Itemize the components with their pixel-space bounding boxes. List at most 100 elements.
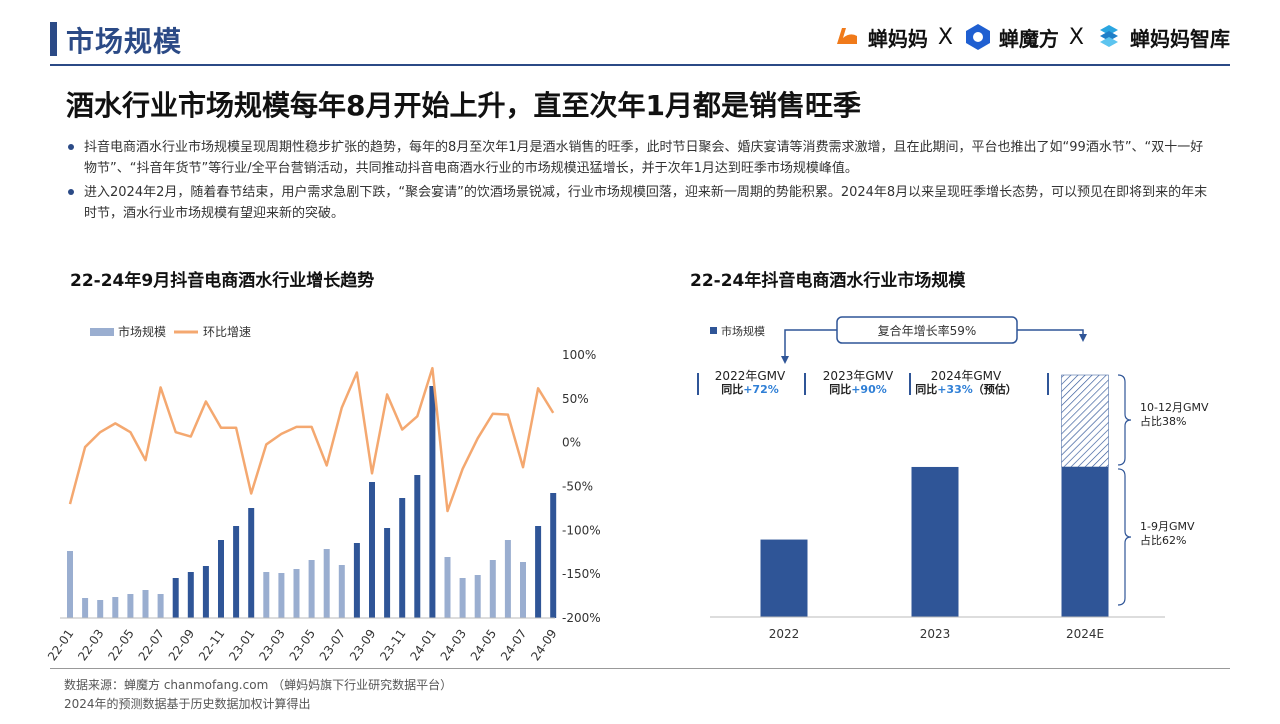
brand-name: 蝉妈妈智库 bbox=[1130, 26, 1230, 51]
legend-swatch-bar bbox=[90, 328, 114, 336]
x-tick-label: 23-09 bbox=[347, 627, 378, 664]
bar bbox=[202, 566, 209, 618]
gmv-yoy-prefix: 同比 bbox=[915, 382, 937, 396]
x-tick-label: 22-01 bbox=[45, 627, 76, 664]
legend-label: 环比增速 bbox=[203, 325, 251, 339]
segment-label: 占比38% bbox=[1140, 414, 1186, 428]
chart-legend: 市场规模 环比增速 bbox=[90, 324, 251, 339]
x-tick-label: 22-03 bbox=[75, 627, 106, 664]
gmv-yoy: 同比+33%（预估） bbox=[915, 382, 1017, 396]
gmv-yoy-prefix: 同比 bbox=[829, 382, 851, 396]
section-title: 市场规模 bbox=[66, 25, 183, 58]
segment-label: 10-12月GMV bbox=[1140, 401, 1209, 414]
gmv-title: 2022年GMV bbox=[715, 369, 786, 383]
gmv-yoy: 同比+90% bbox=[829, 382, 887, 396]
cagr-arrow-left bbox=[784, 329, 837, 358]
x-tick-label: 23-07 bbox=[317, 627, 348, 664]
bar bbox=[459, 578, 466, 618]
trend-chart-title: 22-24年9月抖音电商酒水行业增长趋势 bbox=[70, 271, 375, 291]
x-tick-label: 23-03 bbox=[256, 627, 287, 664]
x-tick-label: 2024E bbox=[1066, 627, 1104, 641]
y-tick-label: -100% bbox=[562, 523, 601, 537]
bar bbox=[82, 598, 89, 618]
gmv-yoy-suffix: （预估） bbox=[973, 382, 1017, 396]
bar bbox=[384, 528, 391, 618]
x-tick-label: 24-01 bbox=[407, 627, 438, 664]
bar bbox=[67, 551, 73, 618]
bar bbox=[157, 594, 164, 618]
cagr-arrowhead-left bbox=[781, 356, 789, 364]
data-source: 数据来源：蝉魔方 chanmofang.com （蝉妈妈旗下行业研究数据平台） bbox=[64, 678, 453, 692]
x-tick-label: 2023 bbox=[920, 627, 951, 641]
brand-chanmama: 蝉妈妈 bbox=[832, 22, 928, 52]
brand-name: 蝉妈妈 bbox=[867, 26, 928, 51]
chanmofang-logo-icon bbox=[965, 24, 990, 50]
y-tick-label: -150% bbox=[562, 567, 601, 581]
brand-name: 蝉魔方 bbox=[998, 26, 1059, 51]
x-tick-label: 23-11 bbox=[377, 627, 408, 664]
y-tick-label: 0% bbox=[562, 436, 581, 450]
bullet-item: 抖音电商酒水行业市场规模呈现周期性稳步扩张的趋势，每年的8月至次年1月是酒水销售… bbox=[66, 137, 1216, 179]
brand-logos: 蝉妈妈 X 蝉魔方 X 蝉妈妈智库 bbox=[832, 22, 1230, 52]
cagr-label: 复合年增长率59% bbox=[878, 323, 977, 338]
y-tick-label: 50% bbox=[562, 392, 589, 406]
bar bbox=[308, 560, 315, 618]
segment-label: 1-9月GMV bbox=[1140, 520, 1195, 533]
bar bbox=[338, 565, 345, 618]
x-tick-label: 24-03 bbox=[438, 627, 469, 664]
x-tick-label: 24-07 bbox=[498, 627, 529, 664]
annual-chart: 市场规模 复合年增长率59%2022年GMV同比+72%2023年GMV同比+90… bbox=[697, 316, 1209, 641]
brace-oct-dec bbox=[1117, 374, 1132, 466]
cagr-arrowhead-right bbox=[1079, 334, 1087, 342]
gmv-yoy: 同比+72% bbox=[721, 382, 779, 396]
x-tick-label: 22-11 bbox=[196, 627, 227, 664]
x-tick-label: 2022 bbox=[769, 627, 800, 641]
bar bbox=[353, 543, 360, 618]
legend-label: 市场规模 bbox=[721, 324, 765, 338]
bar bbox=[489, 560, 496, 618]
bar bbox=[760, 539, 808, 617]
series-line bbox=[68, 366, 555, 513]
bar bbox=[399, 498, 406, 618]
bullet-list: 抖音电商酒水行业市场规模呈现周期性稳步扩张的趋势，每年的8月至次年1月是酒水销售… bbox=[66, 137, 1216, 227]
cagr-arrow-right bbox=[1017, 329, 1084, 336]
bar bbox=[369, 482, 375, 618]
bar bbox=[504, 540, 511, 618]
x-tick-label: 23-01 bbox=[226, 627, 257, 664]
brace-jan-sep bbox=[1117, 468, 1132, 606]
annual-chart-title: 22-24年抖音电商酒水行业市场规模 bbox=[690, 271, 966, 291]
brand-separator: X bbox=[1068, 24, 1084, 50]
bar-segment-jan-sep bbox=[1061, 466, 1109, 617]
footer-divider bbox=[50, 668, 1230, 669]
bullet-item: 进入2024年2月，随着春节结束，用户需求急剧下跌，“聚会宴请”的饮酒场景锐减，… bbox=[66, 182, 1216, 224]
chanmama-zhiku-logo-icon bbox=[1100, 25, 1118, 47]
gmv-yoy-value: +72% bbox=[743, 383, 779, 396]
x-tick-label: 22-09 bbox=[166, 627, 197, 664]
gmv-title: 2023年GMV bbox=[823, 369, 894, 383]
gmv-yoy-value: +33% bbox=[937, 383, 973, 396]
bar bbox=[520, 562, 526, 618]
gmv-yoy-value: +90% bbox=[851, 383, 887, 396]
bar bbox=[112, 597, 119, 618]
legend-label: 市场规模 bbox=[118, 324, 166, 339]
chanmama-logo-icon bbox=[836, 28, 857, 44]
bar bbox=[127, 594, 134, 618]
bar bbox=[911, 466, 959, 617]
bar bbox=[187, 572, 194, 618]
bar bbox=[142, 590, 149, 618]
bar bbox=[535, 526, 542, 618]
y-tick-label: -50% bbox=[562, 480, 593, 494]
legend-swatch-bar bbox=[710, 327, 717, 334]
bar bbox=[293, 569, 300, 618]
bar bbox=[263, 572, 270, 618]
gmv-yoy-prefix: 同比 bbox=[721, 382, 743, 396]
page-headline: 酒水行业市场规模每年8月开始上升，直至次年1月都是销售旺季 bbox=[66, 89, 861, 122]
x-tick-label: 22-07 bbox=[136, 627, 167, 664]
header-divider bbox=[50, 64, 1230, 66]
bar bbox=[444, 557, 451, 618]
bar bbox=[218, 540, 224, 618]
gmv-title: 2024年GMV bbox=[931, 369, 1002, 383]
bar bbox=[97, 600, 104, 618]
forecast-note: 2024年的预测数据基于历史数据加权计算得出 bbox=[64, 697, 311, 711]
bar bbox=[278, 573, 285, 618]
